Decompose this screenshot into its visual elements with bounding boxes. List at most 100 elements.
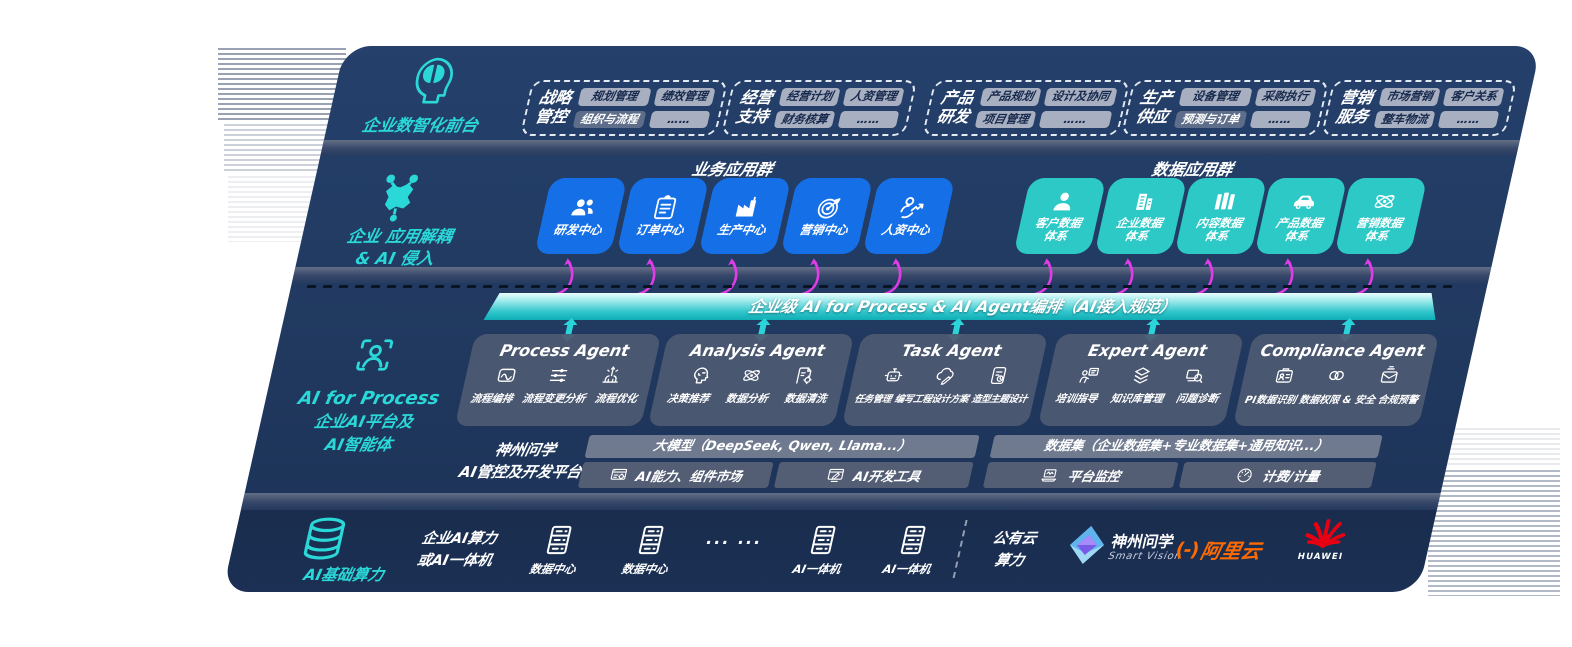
chip: 财务核算: [773, 110, 836, 128]
brain-icon: [403, 56, 461, 110]
agent-labels: 流程编排 流程变更分析 流程优化: [469, 393, 639, 405]
flow-arrow: [550, 254, 585, 296]
mail-alert-icon: [1377, 365, 1403, 386]
flow-arrow: [796, 254, 831, 296]
ai-market-cell: AI能力、组件市场: [577, 462, 774, 488]
front-group-strategy: 战略 管控 规划管理 绩效管理 组织与流程 ……: [519, 80, 728, 136]
optimize-icon: [599, 365, 625, 386]
front-group-operation: 经营 支持 经营计划 人资管理 财务核算 ……: [720, 80, 918, 136]
ai-orchestration-bar: 企业级 AI for Process & AI Agent编排（AI接入规范）: [484, 293, 1442, 320]
agent-icons: [1242, 365, 1433, 386]
models-bar: 大模型（DeepSeek, Qwen, Llama...）: [584, 435, 980, 458]
tile-label: 内容数据 体系: [1194, 215, 1244, 243]
agent-labels: 决策推荐 数据分析 数据清洗: [665, 393, 828, 405]
ai-for-process-line2: 企业AI平台及: [312, 412, 415, 432]
tile-content-data: 内容数据 体系: [1174, 178, 1268, 254]
tile-customer-data: 客户数据 体系: [1013, 178, 1107, 254]
agent-labels: 培训指导 知识库管理 问题诊断: [1054, 393, 1220, 405]
devtools-icon: [825, 466, 847, 484]
metering-cell: 计费/计量: [1178, 462, 1377, 488]
layer-divider-3: [240, 493, 1441, 510]
doc-gear-icon: [792, 365, 818, 386]
chip: 规划管理: [577, 88, 652, 106]
chip: 人资管理: [842, 88, 905, 106]
chip: ……: [1437, 110, 1500, 128]
layer-divider-1: [320, 140, 1520, 156]
flow-arrow: [1190, 254, 1225, 296]
tile-hr-center: 人资中心: [862, 178, 956, 254]
tile-order-center: 订单中心: [616, 178, 710, 254]
atom-icon: [739, 365, 765, 386]
decoupling-label-line2: & AI 侵入: [353, 249, 436, 269]
agent-title: Task Agent: [899, 341, 1004, 360]
biz-apps-title: 业务应用群: [690, 160, 775, 179]
chip: ……: [648, 110, 711, 128]
chip: 市场营销: [1378, 88, 1441, 106]
front-group-title: 营销 服务: [1334, 88, 1375, 126]
laptop-monitor-icon: [1039, 466, 1061, 484]
tile-label: 产品数据 体系: [1274, 215, 1324, 243]
robot-icon: [881, 365, 907, 386]
stripe-decoration-right-faint: [1446, 428, 1560, 468]
front-group-chips: 产品规划 设计及协同 项目管理 ……: [974, 88, 1118, 128]
layers-icon: [1129, 365, 1155, 386]
main-panel: 企业数智化前台 战略 管控 规划管理 绩效管理 组织与流程 …… 经营 支持 经营计…: [222, 46, 1542, 592]
scan-person-icon: [351, 336, 398, 374]
data-apps-title: 数据应用群: [1150, 160, 1235, 179]
flow-box-icon: [494, 365, 520, 386]
tile-label: 营销数据 体系: [1354, 215, 1404, 243]
front-group-title: 经营 支持: [734, 88, 775, 126]
tile-label: 生产中心: [716, 223, 768, 238]
flow-arrow: [878, 254, 913, 296]
chip: 组织与流程: [572, 110, 647, 128]
chip: 预测与订单: [1173, 110, 1248, 128]
tile-label: 人资中心: [880, 223, 932, 238]
person-icon: [1048, 189, 1079, 214]
front-group-title: 战略 管控: [533, 88, 574, 126]
compliance-agent-box: Compliance Agent PI数据识别 数据权限 & 安全 合规预警: [1232, 334, 1440, 426]
cloud-pen-icon: [933, 365, 959, 386]
chip: 设备管理: [1178, 88, 1253, 106]
dataset-bar: 数据集（企业数据集+专业数据集+通用知识...）: [989, 435, 1383, 458]
datacenter-label: 数据中心: [528, 562, 578, 576]
smart-vision-name: 神州问学: [1109, 533, 1176, 551]
ai-for-process-line1: AI for Process: [296, 388, 442, 409]
tile-enterprise-data: 企业数据 体系: [1094, 178, 1188, 254]
chip: ……: [1038, 110, 1113, 128]
users-icon: [566, 194, 599, 221]
front-office-label: 企业数智化前台: [360, 116, 481, 135]
tile-marketing-center: 营销中心: [780, 178, 874, 254]
agent-labels: PI数据识别 数据权限 & 安全 合规预警: [1243, 395, 1420, 406]
chip: 整车物流: [1373, 110, 1436, 128]
agent-labels: 任务管理 编写工程设计方案 造型主题设计: [853, 394, 1029, 405]
alicloud-logo: (-) 阿里云: [1173, 535, 1265, 564]
tile-label: 研发中心: [552, 223, 604, 238]
front-group-marketing: 营销 服务 市场营销 客户关系 整车物流 ……: [1320, 80, 1518, 136]
smart-vision-subtitle: Smart Vision: [1107, 551, 1183, 562]
molecule-icon: [369, 172, 426, 222]
front-group-title: 产品 研发: [935, 88, 976, 126]
flow-arrow: [714, 254, 749, 296]
stripe-decoration-top-left: [218, 48, 346, 122]
chip: 项目管理: [974, 110, 1037, 128]
diagnose-icon: [1182, 365, 1208, 386]
flow-arrow: [1029, 254, 1064, 296]
front-group-chips: 规划管理 绩效管理 组织与流程 ……: [572, 88, 716, 128]
ai-appliance-label: AI一体机: [791, 562, 843, 576]
target-icon: [812, 194, 845, 221]
ai-for-process-line3: AI智能体: [323, 434, 394, 454]
chip: 采购执行: [1254, 88, 1317, 106]
tile-product-data: 产品数据 体系: [1254, 178, 1348, 254]
analysis-agent-box: Analysis Agent 决策推荐 数据分析 数据清洗: [647, 334, 855, 426]
chip: ……: [1249, 110, 1312, 128]
ai-devtools-cell: AI开发工具: [773, 462, 974, 488]
dashed-boundary-line: [306, 285, 1460, 288]
tile-production-center: 生产中心: [698, 178, 792, 254]
chip: 客户关系: [1442, 88, 1505, 106]
stripe-decoration-bottom-right: [1428, 470, 1560, 596]
expert-agent-box: Expert Agent 培训指导 知识库管理 问题诊断: [1037, 334, 1245, 426]
chip: 产品规划: [979, 88, 1042, 106]
ellipsis-dots: ··· ···: [703, 533, 764, 552]
tile-label: 订单中心: [634, 223, 686, 238]
